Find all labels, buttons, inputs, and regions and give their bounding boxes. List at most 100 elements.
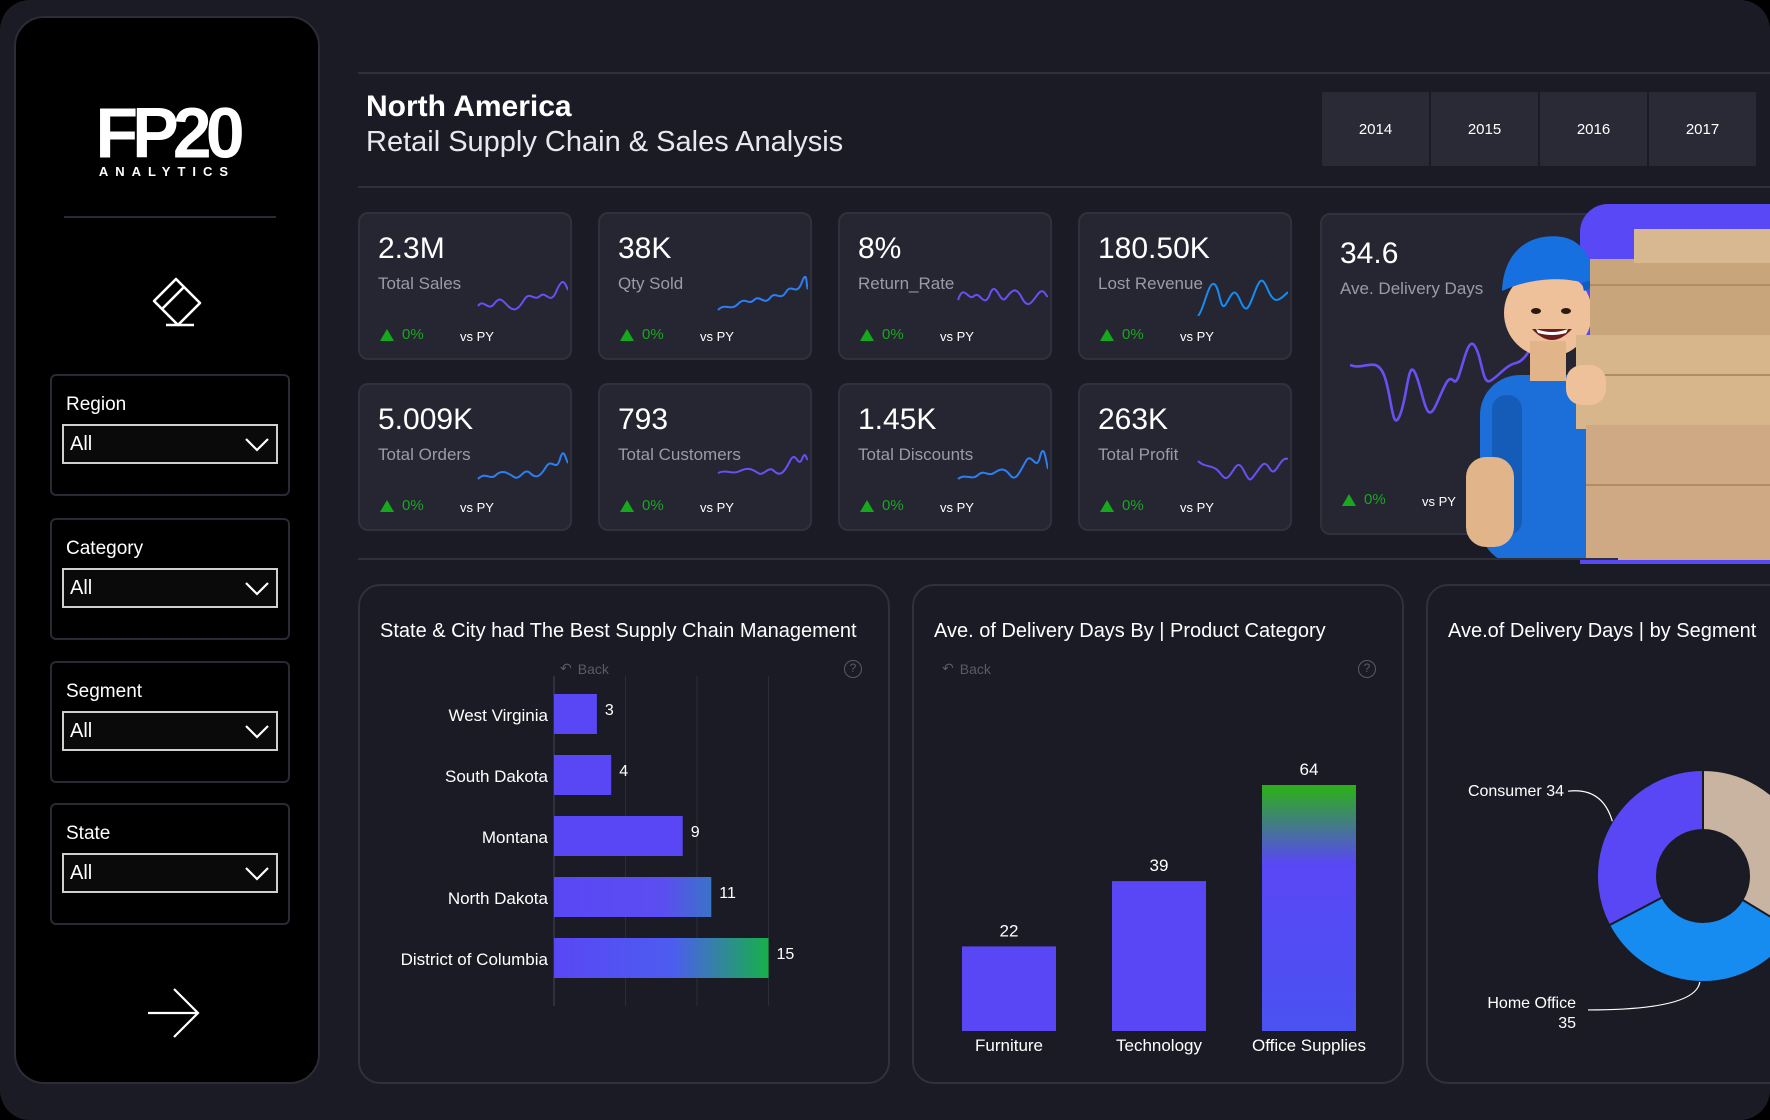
kpi-vs-label: vs PY bbox=[940, 500, 974, 515]
panel-product-category: Ave. of Delivery Days By | Product Categ… bbox=[912, 584, 1404, 1084]
sparkline bbox=[477, 452, 568, 480]
kpi-card-lost-revenue[interactable]: 180.50K Lost Revenue 0% vs PY bbox=[1078, 212, 1292, 360]
bar[interactable] bbox=[554, 755, 612, 795]
help-icon[interactable]: ? bbox=[844, 660, 862, 678]
kpi-card-total-profit[interactable]: 263K Total Profit 0% vs PY bbox=[1078, 383, 1292, 531]
up-triangle-icon bbox=[620, 328, 634, 341]
category-label: South Dakota bbox=[445, 767, 549, 786]
kpi-card-total-sales[interactable]: 2.3M Total Sales 0% vs PY bbox=[358, 212, 572, 360]
kpi-label: Ave. Delivery Days bbox=[1340, 279, 1484, 298]
filter-label: State bbox=[66, 823, 111, 844]
kpi-card-total-discounts[interactable]: 1.45K Total Discounts 0% vs PY bbox=[838, 383, 1052, 531]
slice-value-label: 35 bbox=[1558, 1015, 1576, 1032]
panel-segment: Ave.of Delivery Days | by Segment Consum… bbox=[1426, 584, 1770, 1084]
panel-title: State & City had The Best Supply Chain M… bbox=[380, 620, 857, 642]
sidebar: FP20 ANALYTICS Region All Category All bbox=[14, 16, 320, 1084]
kpi-change: 0% bbox=[1100, 497, 1144, 514]
data-label: 15 bbox=[777, 946, 795, 963]
filter-label: Category bbox=[66, 538, 144, 559]
help-icon[interactable]: ? bbox=[1358, 660, 1376, 678]
kpi-label: Total Sales bbox=[378, 274, 462, 293]
back-arrow-icon: ↶ bbox=[942, 660, 954, 676]
kpi-label: Qty Sold bbox=[618, 274, 684, 293]
kpi-change: 0% bbox=[620, 326, 664, 343]
kpi-change: 0% bbox=[1100, 326, 1144, 343]
kpi-value: 2.3M bbox=[378, 232, 445, 265]
dropdown-value: All bbox=[70, 433, 93, 455]
kpi-value: 180.50K bbox=[1098, 232, 1210, 265]
kpi-value: 34.6 bbox=[1340, 237, 1399, 270]
bar[interactable] bbox=[962, 946, 1056, 1031]
kpi-change: 0% bbox=[860, 326, 904, 343]
kpi-vs-label: vs PY bbox=[1180, 329, 1214, 344]
kpi-card-qty-sold[interactable]: 38K Qty Sold 0% vs PY bbox=[598, 212, 812, 360]
sparkline bbox=[957, 288, 1048, 306]
clear-filters-eraser-icon[interactable] bbox=[144, 273, 208, 337]
bar[interactable] bbox=[554, 938, 769, 978]
bar[interactable] bbox=[554, 877, 712, 917]
region-dropdown[interactable]: All bbox=[62, 424, 278, 464]
category-dropdown[interactable]: All bbox=[62, 568, 278, 608]
back-button[interactable]: ↶ Back bbox=[560, 660, 609, 677]
up-triangle-icon bbox=[380, 328, 394, 341]
kpi-value: 1.45K bbox=[858, 403, 937, 436]
back-label: Back bbox=[577, 660, 609, 677]
year-button-2017[interactable]: 2017 bbox=[1649, 92, 1758, 166]
chevron-down-icon bbox=[245, 438, 269, 452]
kpi-value: 5.009K bbox=[378, 403, 474, 436]
up-triangle-icon bbox=[860, 499, 874, 512]
sparkline bbox=[717, 454, 808, 475]
data-label: 22 bbox=[1000, 921, 1019, 940]
chevron-down-icon bbox=[245, 867, 269, 881]
donut-slice[interactable] bbox=[1596, 768, 1704, 927]
leader-line bbox=[1587, 981, 1701, 1011]
kpi-label: Total Orders bbox=[378, 445, 471, 464]
kpi-change-value: 0% bbox=[882, 326, 904, 343]
dropdown-value: All bbox=[70, 862, 93, 884]
kpi-change-value: 0% bbox=[642, 326, 664, 343]
donut-slice[interactable] bbox=[1702, 768, 1770, 931]
kpi-card-total-customers[interactable]: 793 Total Customers 0% vs PY bbox=[598, 383, 812, 531]
kpi-value: 8% bbox=[858, 232, 902, 265]
bar[interactable] bbox=[554, 816, 683, 856]
filter-label: Region bbox=[66, 394, 127, 415]
panel-title: Ave.of Delivery Days | by Segment bbox=[1448, 620, 1757, 642]
state-dropdown[interactable]: All bbox=[62, 853, 278, 893]
logo-subtitle: ANALYTICS bbox=[98, 164, 236, 179]
header-bottom-rule bbox=[358, 186, 1770, 188]
up-triangle-icon bbox=[1342, 493, 1356, 506]
arrow-right-icon[interactable] bbox=[144, 983, 204, 1043]
back-button[interactable]: ↶ Back bbox=[942, 660, 991, 677]
sparkline bbox=[477, 281, 568, 311]
data-label: 11 bbox=[719, 885, 736, 902]
category-label: West Virginia bbox=[448, 706, 548, 725]
segment-donut-chart: Consumer 34 Home Office 35 bbox=[1468, 768, 1770, 1032]
kpi-card-total-orders[interactable]: 5.009K Total Orders 0% vs PY bbox=[358, 383, 572, 531]
page-title: North America bbox=[366, 90, 572, 123]
category-label: Office Supplies bbox=[1252, 1036, 1366, 1055]
donut-slice[interactable] bbox=[1607, 896, 1770, 983]
up-triangle-icon bbox=[1100, 499, 1114, 512]
slice-label: Consumer 34 bbox=[1468, 783, 1564, 800]
segment-dropdown[interactable]: All bbox=[62, 711, 278, 751]
kpi-card-return-rate[interactable]: 8% Return_Rate 0% vs PY bbox=[838, 212, 1052, 360]
panel-state-supply-chain: State & City had The Best Supply Chain M… bbox=[358, 584, 890, 1084]
bar[interactable] bbox=[554, 694, 597, 734]
kpi-change: 0% bbox=[1342, 491, 1386, 508]
kpi-change-value: 0% bbox=[642, 497, 664, 514]
back-arrow-icon: ↶ bbox=[560, 660, 572, 676]
year-button-2016[interactable]: 2016 bbox=[1540, 92, 1649, 166]
year-button-2015[interactable]: 2015 bbox=[1431, 92, 1540, 166]
year-button-2014[interactable]: 2014 bbox=[1322, 92, 1431, 166]
delivery-person-illustration bbox=[1466, 229, 1770, 560]
kpi-vs-label: vs PY bbox=[1422, 494, 1456, 509]
up-triangle-icon bbox=[380, 499, 394, 512]
bar[interactable] bbox=[1262, 785, 1356, 1031]
section-divider bbox=[358, 558, 1618, 560]
leader-line bbox=[1567, 790, 1613, 822]
category-label: Technology bbox=[1116, 1036, 1203, 1055]
up-triangle-icon bbox=[620, 499, 634, 512]
bar[interactable] bbox=[1112, 881, 1206, 1031]
chevron-down-icon bbox=[245, 582, 269, 596]
